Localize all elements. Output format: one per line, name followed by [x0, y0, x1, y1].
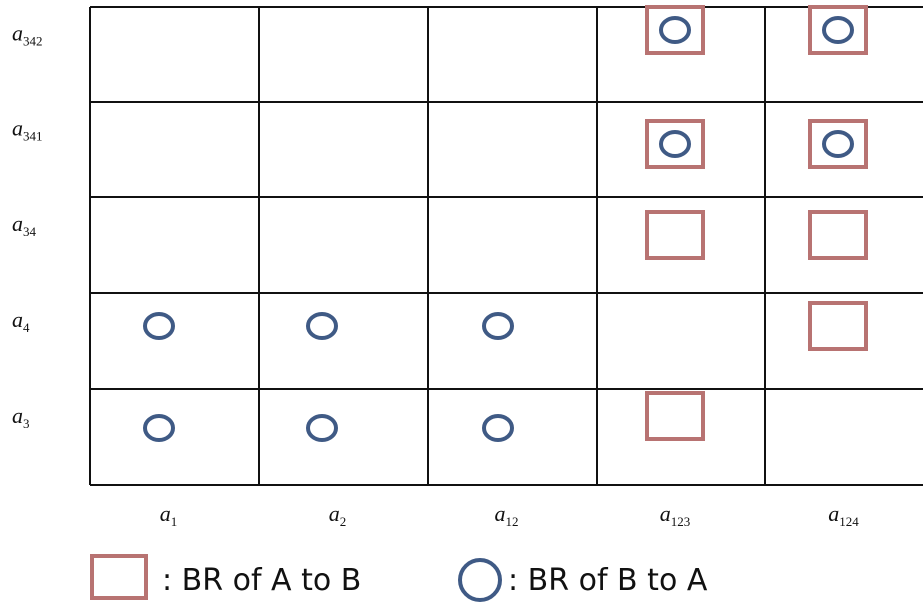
- br-a-to-b-square: [645, 119, 705, 169]
- cell-marks: [143, 5, 868, 442]
- legend-circle-icon: [458, 558, 502, 602]
- legend-circle-label: : BR of B to A: [508, 563, 708, 598]
- br-a-to-b-square: [808, 119, 868, 169]
- row-label: a34: [12, 211, 37, 239]
- br-b-to-a-circle: [306, 312, 338, 340]
- legend: : BR of A to B : BR of B to A: [90, 554, 708, 602]
- row-label: a341: [12, 116, 43, 144]
- br-b-to-a-circle: [143, 414, 175, 442]
- column-label: a123: [660, 501, 691, 529]
- br-a-to-b-square: [808, 5, 868, 55]
- br-a-to-b-square: [645, 391, 705, 441]
- row-labels: a342 a341 a34 a4 a3: [12, 21, 43, 432]
- legend-square-label: : BR of A to B: [162, 563, 361, 598]
- row-label: a342: [12, 21, 43, 49]
- br-a-to-b-square: [645, 210, 705, 260]
- row-label: a3: [12, 403, 30, 431]
- column-labels: a1 a2 a12 a123 a124: [160, 501, 860, 529]
- br-b-to-a-circle: [659, 130, 691, 158]
- column-label: a12: [495, 501, 519, 529]
- br-b-to-a-circle: [822, 130, 854, 158]
- grid-lines: [89, 6, 923, 486]
- column-label: a124: [828, 501, 859, 529]
- br-b-to-a-circle: [822, 16, 854, 44]
- row-label: a4: [12, 307, 30, 335]
- column-label: a2: [329, 501, 347, 529]
- br-b-to-a-circle: [143, 312, 175, 340]
- br-a-to-b-square: [808, 210, 868, 260]
- column-label: a1: [160, 501, 178, 529]
- br-b-to-a-circle: [482, 414, 514, 442]
- br-b-to-a-circle: [306, 414, 338, 442]
- br-b-to-a-circle: [659, 16, 691, 44]
- legend-square-icon: [90, 554, 148, 600]
- br-a-to-b-square: [645, 5, 705, 55]
- br-a-to-b-square: [808, 301, 868, 351]
- br-b-to-a-circle: [482, 312, 514, 340]
